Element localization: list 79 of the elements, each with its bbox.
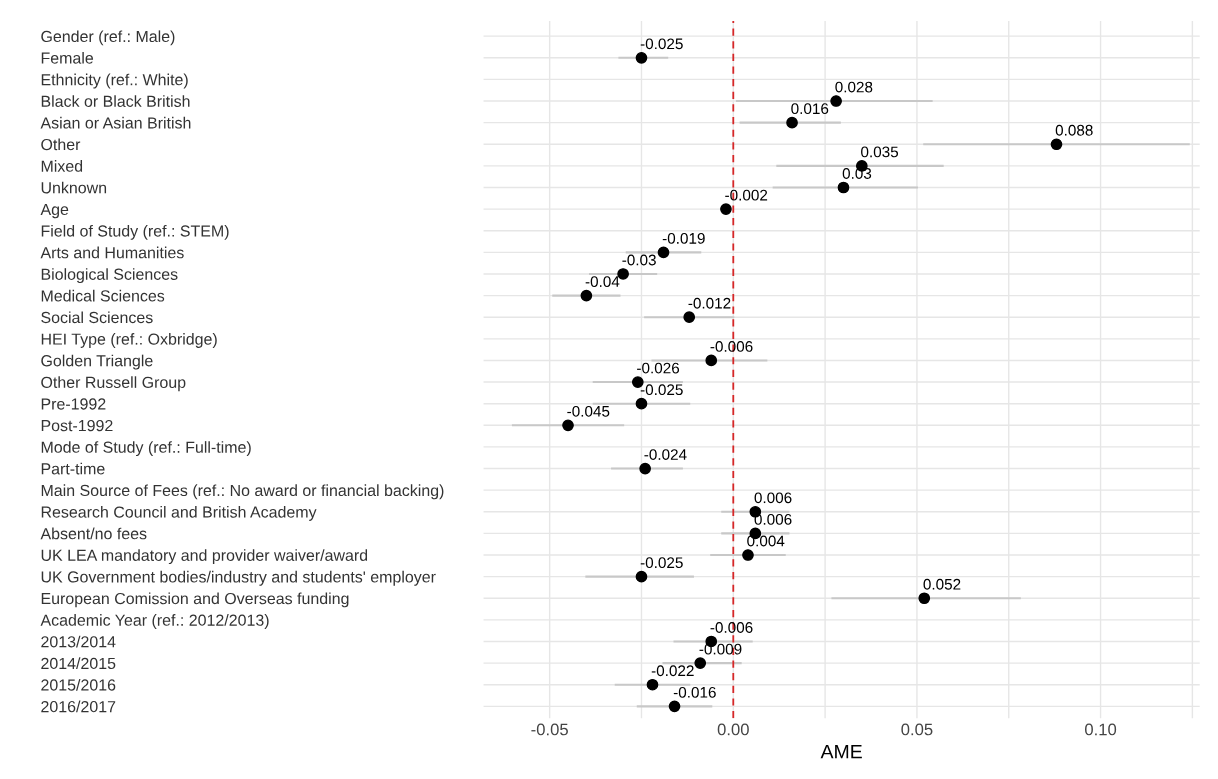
- y-tick-label: Age: [40, 203, 69, 219]
- y-tick-label: Ethnicity (ref.: White): [41, 73, 188, 89]
- data-label: 0.088: [1055, 124, 1093, 136]
- y-tick-label: 2013/2014: [41, 635, 116, 648]
- y-tick-label: Other: [41, 138, 81, 151]
- point: [639, 462, 651, 475]
- data-label: -0.006: [710, 341, 753, 352]
- point: [635, 51, 648, 64]
- data-label: -0.025: [640, 38, 683, 50]
- data-label: -0.024: [644, 449, 687, 460]
- y-tick-label: 2014/2015: [41, 657, 116, 670]
- y-tick-label: Gender (ref.: Male): [41, 30, 175, 46]
- y-tick-label: Asian or Asian British: [40, 116, 191, 129]
- y-tick-label: UK Government bodies/industry and students' employer: [41, 570, 436, 586]
- data-label: -0.006: [710, 622, 753, 633]
- data-label: 0.006: [754, 492, 792, 504]
- point: [720, 203, 732, 215]
- y-tick-label: Field of Study (ref.: STEM): [41, 224, 229, 240]
- point: [705, 354, 718, 367]
- data-label: 0.052: [923, 578, 961, 590]
- point: [742, 549, 754, 561]
- y-tick-label: Unknown: [41, 181, 107, 194]
- y-tick-label: 2015/2016: [41, 678, 116, 691]
- point: [837, 181, 850, 194]
- data-label: -0.025: [640, 384, 683, 396]
- y-tick-label: Mixed: [41, 160, 83, 172]
- data-label: -0.019: [662, 232, 705, 244]
- y-tick-label: Female: [41, 52, 94, 64]
- point: [580, 289, 593, 302]
- y-tick-label: Other Russell Group: [41, 376, 186, 392]
- data-label: -0.03: [622, 254, 656, 266]
- data-label: -0.012: [688, 297, 731, 309]
- y-tick-label: UK LEA mandatory and provider waiver/award: [41, 549, 368, 565]
- y-tick-label: Research Council and British Academy: [41, 505, 317, 521]
- point: [657, 246, 670, 259]
- y-tick-label: 2016/2017: [41, 700, 116, 713]
- data-label: 0.035: [861, 146, 899, 158]
- x-tick-label: -0.05: [531, 723, 568, 736]
- point: [562, 419, 574, 432]
- y-tick-label: Mode of Study (ref.: Full-time): [41, 441, 251, 457]
- data-label: -0.009: [699, 643, 742, 655]
- data-label: -0.04: [585, 276, 620, 288]
- y-tick-label: European Comission and Overseas funding: [41, 592, 349, 608]
- data-label: 0.028: [835, 81, 873, 93]
- y-tick-label: Pre-1992: [41, 398, 106, 410]
- x-tick-label: 0.10: [1085, 723, 1117, 736]
- data-label: -0.026: [637, 362, 680, 374]
- point: [830, 95, 842, 107]
- point: [683, 311, 696, 324]
- y-tick-label: Social Sciences: [41, 311, 153, 324]
- point: [668, 700, 681, 713]
- data-label: -0.016: [673, 686, 716, 698]
- data-label: -0.045: [567, 405, 610, 417]
- data-label: -0.025: [640, 557, 683, 569]
- x-tick-label: 0.00: [717, 723, 749, 736]
- point: [694, 657, 707, 669]
- y-tick-label: Golden Triangle: [41, 354, 153, 370]
- point: [646, 678, 659, 691]
- point: [635, 570, 648, 583]
- y-tick-label: Black or Black British: [41, 95, 190, 107]
- y-tick-label: Absent/no fees: [40, 527, 147, 540]
- y-tick-label: Academic Year (ref.: 2012/2013): [40, 614, 269, 629]
- data-label: 0.004: [747, 535, 785, 547]
- point: [786, 116, 798, 129]
- y-tick-label: Part-time: [41, 462, 105, 475]
- y-tick-label: Arts and Humanities: [40, 246, 184, 259]
- point: [1050, 138, 1063, 151]
- x-axis-title: AME: [820, 744, 862, 759]
- y-tick-label: HEI Type (ref.: Oxbridge): [41, 333, 217, 348]
- y-tick-label: Post-1992: [41, 419, 113, 432]
- point: [635, 397, 648, 410]
- data-label: -0.022: [651, 665, 694, 677]
- y-tick-label: Main Source of Fees (ref.: No award or financial backing): [41, 484, 444, 500]
- data-label: -0.002: [725, 189, 768, 201]
- point: [918, 592, 931, 605]
- x-tick-label: 0.05: [901, 723, 933, 736]
- y-tick-label: Biological Sciences: [41, 268, 178, 284]
- y-tick-label: Medical Sciences: [41, 289, 165, 302]
- data-label: 0.016: [791, 103, 829, 115]
